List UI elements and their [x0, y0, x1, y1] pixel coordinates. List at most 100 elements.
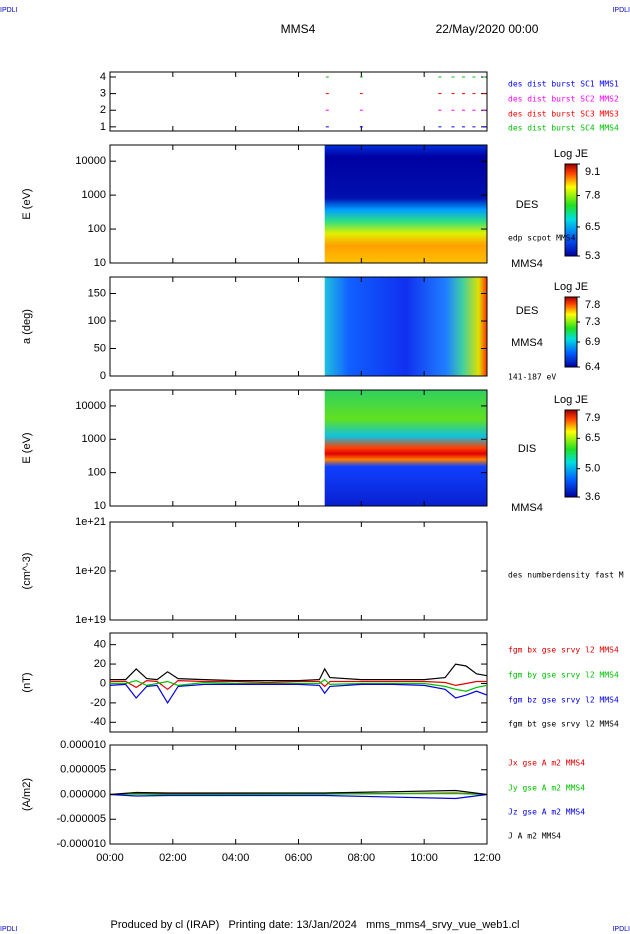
- panel-frame: [109, 632, 488, 733]
- x-tick-label: 10:00: [410, 852, 438, 864]
- y-tick-label: 10000: [75, 155, 106, 167]
- y-tick-label: 100: [88, 467, 106, 479]
- legend-entry: des dist burst SC3 MMS3: [508, 110, 619, 119]
- colorbar-title: Log JE: [554, 281, 588, 293]
- y-tick-label: 0: [100, 370, 106, 382]
- y-tick-label: 10000: [75, 400, 106, 412]
- series-line: [110, 663, 488, 682]
- colorbar: [564, 296, 578, 368]
- panel-label: MMS4: [511, 502, 543, 514]
- panel-label: MMS4: [511, 337, 543, 349]
- legend-entry: des dist burst SC2 MMS2: [508, 95, 619, 104]
- y-tick-label: 10: [94, 500, 106, 512]
- logo: IPDLI: [0, 7, 18, 14]
- y-tick-label: 150: [88, 287, 106, 299]
- series-line: [110, 679, 487, 691]
- colorbar-title: Log JE: [554, 394, 588, 406]
- series-line: [109, 792, 488, 796]
- y-tick-label: 40: [94, 639, 106, 651]
- y-tick-label: -40: [90, 716, 106, 728]
- x-tick-label: 00:00: [96, 852, 124, 864]
- panel-label: DES: [516, 305, 539, 317]
- panel-frame: [109, 521, 488, 621]
- series-line: [109, 789, 488, 796]
- y-tick-label: 2: [100, 104, 106, 116]
- date: 22/May/2020 00:00: [436, 22, 539, 36]
- panel-label: DIS: [518, 443, 536, 455]
- legend-entry: fgm bz gse srvy l2 MMS4: [508, 696, 619, 705]
- y-tick-label: -20: [90, 697, 106, 709]
- y-tick-label: 100: [88, 315, 106, 327]
- x-tick-label: 02:00: [159, 852, 187, 864]
- colorbar-tick-label: 6.5: [585, 221, 600, 233]
- y-tick-label: 0.000010: [60, 739, 106, 751]
- x-tick-label: 06:00: [285, 852, 313, 864]
- y-tick-label: 0.000000: [60, 788, 106, 800]
- panel-label: DES: [516, 199, 539, 211]
- mission: MMS4: [281, 22, 316, 36]
- colorbar-title: Log JE: [554, 148, 588, 160]
- y-tick-label: 50: [94, 342, 106, 354]
- y-tick-label: 20: [94, 658, 106, 670]
- series-line: [110, 678, 488, 692]
- colorbar-tick-label: 6.4: [585, 361, 600, 373]
- legend-entry: fgm by gse srvy l2 MMS4: [508, 671, 619, 680]
- series-line: [109, 683, 488, 705]
- colorbar-tick-label: 6.9: [585, 336, 600, 348]
- legend-entry: J A m2 MMS4: [508, 832, 561, 841]
- colorbar-tick-label: 3.6: [585, 491, 600, 503]
- x-tick-label: 08:00: [348, 852, 376, 864]
- y-tick-label: 1: [100, 121, 106, 133]
- y-axis-label: E (eV): [21, 188, 33, 219]
- y-tick-label: 4: [100, 71, 106, 83]
- colorbar: [564, 163, 578, 257]
- y-tick-label: 1000: [82, 433, 106, 445]
- legend-entry: Jx gse A m2 MMS4: [508, 759, 585, 768]
- y-tick-label: -0.000005: [56, 813, 106, 825]
- colorbar-tick-label: 5.3: [585, 250, 600, 262]
- y-tick-label: -0.000010: [56, 838, 106, 850]
- legend-entry: fgm bt gse srvy l2 MMS4: [508, 720, 619, 729]
- y-axis-label: (nT): [21, 672, 33, 692]
- panel-frame: [109, 71, 488, 132]
- y-tick-label: 100: [88, 223, 106, 235]
- x-tick-label: 12:00: [473, 852, 501, 864]
- spectrogram: [324, 145, 487, 263]
- y-tick-label: 0: [100, 677, 106, 689]
- colorbar-tick-label: 5.0: [585, 463, 600, 475]
- logo: IPDLI: [0, 926, 18, 933]
- colorbar-tick-label: 7.8: [585, 299, 600, 311]
- legend-entry: Jy gse A m2 MMS4: [508, 784, 585, 793]
- colorbar-tick-label: 6.5: [585, 432, 600, 444]
- logo: IPDLI: [612, 926, 630, 933]
- footer: Produced by cl (IRAP) Printing date: 13/…: [110, 919, 519, 931]
- panel-label: des numberdensity fast M: [508, 571, 624, 580]
- logo: IPDLI: [612, 7, 630, 14]
- x-tick-label: 04:00: [222, 852, 250, 864]
- y-tick-label: 1e+20: [75, 565, 106, 577]
- y-tick-label: 10: [94, 257, 106, 269]
- y-axis-label: (cm^-3): [21, 553, 33, 590]
- y-tick-label: 1e+21: [75, 516, 106, 528]
- legend-entry: Jz gse A m2 MMS4: [508, 808, 585, 817]
- panel-label: 141-187 eV: [508, 373, 556, 382]
- y-axis-label: E (eV): [21, 432, 33, 463]
- legend-entry: des dist burst SC1 MMS1: [508, 80, 619, 89]
- colorbar-tick-label: 7.3: [585, 316, 600, 328]
- y-tick-label: 3: [100, 88, 106, 100]
- legend-entry: fgm bx gse srvy l2 MMS4: [508, 646, 619, 655]
- series-line: [109, 793, 488, 800]
- colorbar-tick-label: 7.9: [585, 412, 600, 424]
- colorbar: [564, 409, 578, 498]
- colorbar-tick-label: 7.8: [585, 189, 600, 201]
- y-tick-label: 1e+19: [75, 614, 106, 626]
- y-tick-label: 1000: [82, 189, 106, 201]
- panel-label: edp scpot MMS4: [508, 234, 576, 243]
- panel-label: MMS4: [511, 258, 543, 270]
- y-tick-label: 0.000005: [60, 764, 106, 776]
- spectrogram: [324, 390, 487, 506]
- y-axis-label: a (deg): [21, 309, 33, 344]
- legend-entry: des dist burst SC4 MMS4: [508, 124, 619, 133]
- colorbar-tick-label: 9.1: [585, 166, 600, 178]
